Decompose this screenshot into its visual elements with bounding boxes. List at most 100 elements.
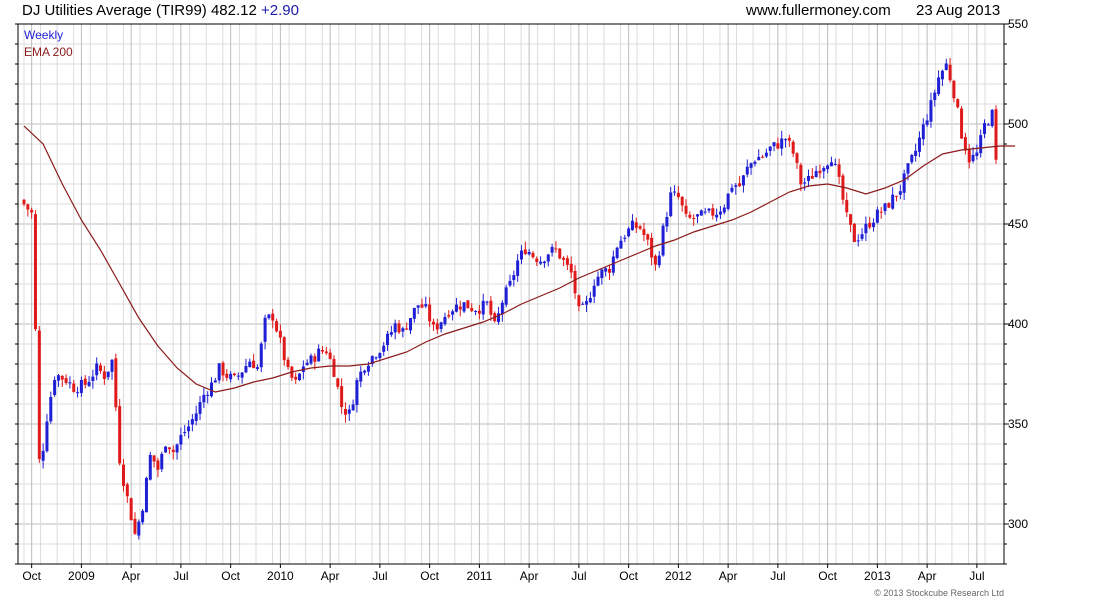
candle-down	[956, 99, 960, 108]
candle-down	[332, 358, 336, 377]
candle-down	[125, 484, 129, 497]
candle-down	[738, 183, 742, 187]
x-tick-label: Apr	[122, 569, 141, 583]
candle-down	[431, 321, 435, 325]
candle-up	[382, 345, 386, 352]
candle-up	[592, 285, 596, 297]
candle-up	[481, 300, 485, 315]
candle-down	[489, 300, 493, 315]
chart-date: 23 Aug 2013	[916, 2, 1001, 19]
candle-down	[952, 80, 956, 99]
candle-up	[160, 453, 164, 470]
ema-200-line	[23, 125, 1016, 393]
candle-up	[806, 175, 810, 181]
candle-up	[416, 305, 420, 308]
candle-up	[374, 357, 378, 359]
candle-down	[221, 362, 225, 376]
candle-down	[569, 263, 573, 273]
candle-down	[26, 204, 30, 210]
candle-down	[343, 408, 347, 415]
candle-down	[967, 148, 971, 163]
candle-down	[845, 200, 849, 213]
candle-up	[519, 250, 523, 260]
candle-down	[565, 258, 569, 265]
candle-up	[730, 187, 734, 192]
candle-down	[171, 449, 175, 453]
candle-up	[833, 163, 837, 165]
candle-up	[542, 261, 546, 264]
candle-up	[500, 302, 504, 315]
y-tick-label: 400	[1008, 317, 1028, 331]
x-tick-label: Apr	[918, 569, 937, 583]
candle-up	[255, 367, 259, 369]
candle-down	[948, 64, 952, 81]
legend-ema: EMA 200	[24, 45, 73, 59]
candle-down	[642, 229, 646, 236]
candle-up	[971, 154, 975, 162]
candle-down	[573, 270, 577, 294]
candle-up	[784, 139, 788, 141]
candle-down	[447, 315, 451, 317]
candle-up	[940, 70, 944, 80]
x-tick-label: Apr	[719, 569, 738, 583]
title-text: DJ Utilities Average (TIR99) 482.12	[22, 2, 257, 19]
candle-down	[156, 460, 160, 470]
candle-up	[298, 373, 302, 381]
candle-up	[49, 396, 53, 422]
candle-up	[347, 409, 351, 414]
x-tick-label: Jul	[372, 569, 387, 583]
candle-up	[596, 276, 600, 286]
candle-up	[914, 150, 918, 156]
candle-up	[600, 269, 604, 279]
x-tick-label: Apr	[520, 569, 539, 583]
candle-up	[822, 168, 826, 172]
candle-up	[485, 301, 489, 303]
x-tick-label: 2011	[466, 569, 492, 583]
candle-down	[646, 234, 650, 240]
candle-down	[37, 330, 41, 459]
copyright-credit: © 2013 Stockcube Research Ltd	[874, 588, 1004, 598]
candle-up	[424, 304, 428, 307]
candle-up	[68, 382, 72, 384]
candle-down	[818, 170, 822, 174]
candle-up	[198, 402, 202, 414]
candle-up	[210, 382, 214, 397]
candle-down	[638, 226, 642, 229]
candle-up	[175, 444, 179, 453]
candle-up	[259, 343, 263, 368]
candle-up	[148, 455, 152, 480]
candle-up	[933, 92, 937, 101]
candle-up	[611, 256, 615, 273]
candle-down	[336, 378, 340, 387]
candle-down	[83, 378, 87, 385]
candle-down	[776, 143, 780, 149]
candle-down	[849, 214, 853, 225]
x-tick-label: Oct	[22, 569, 41, 583]
candle-up	[718, 211, 722, 215]
candle-down	[761, 156, 765, 158]
candle-up	[588, 298, 592, 303]
candle-down	[837, 164, 841, 177]
candle-up	[213, 380, 217, 383]
site-url[interactable]: www.fullermoney.com	[746, 2, 891, 19]
candle-down	[72, 383, 76, 392]
candle-up	[386, 333, 390, 346]
candle-down	[114, 358, 118, 408]
candle-down	[799, 164, 803, 185]
candle-up	[187, 426, 191, 432]
x-tick-label: 2009	[68, 569, 95, 583]
candle-up	[615, 247, 619, 259]
candle-up	[585, 301, 589, 305]
candle-up	[355, 380, 359, 405]
candle-up	[581, 303, 585, 305]
candle-up	[604, 268, 608, 272]
candle-down	[286, 359, 290, 367]
candle-down	[232, 373, 236, 376]
candle-up	[91, 376, 95, 381]
x-tick-label: Oct	[619, 569, 638, 583]
candle-up	[772, 142, 776, 147]
candle-up	[512, 275, 516, 281]
candle-up	[898, 191, 902, 195]
candle-up	[305, 362, 309, 366]
candle-up	[902, 173, 906, 193]
